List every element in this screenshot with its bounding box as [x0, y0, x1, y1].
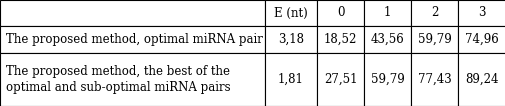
- Text: The proposed method, optimal miRNA pair: The proposed method, optimal miRNA pair: [6, 33, 263, 46]
- Text: 3: 3: [477, 6, 485, 20]
- Text: 18,52: 18,52: [323, 33, 357, 46]
- Text: 27,51: 27,51: [323, 73, 357, 86]
- Bar: [410, 26, 457, 53]
- Bar: [316, 0, 363, 26]
- Bar: [363, 0, 410, 26]
- Text: 1: 1: [383, 6, 390, 20]
- Bar: [0, 0, 265, 26]
- Text: 43,56: 43,56: [370, 33, 403, 46]
- Text: 1,81: 1,81: [278, 73, 304, 86]
- Bar: [363, 53, 410, 106]
- Bar: [457, 26, 505, 53]
- Text: 89,24: 89,24: [464, 73, 498, 86]
- Bar: [410, 0, 457, 26]
- Text: The proposed method, the best of the
optimal and sub-optimal miRNA pairs: The proposed method, the best of the opt…: [6, 65, 230, 94]
- Bar: [363, 26, 410, 53]
- Text: 2: 2: [430, 6, 437, 20]
- Text: 74,96: 74,96: [464, 33, 498, 46]
- Bar: [410, 53, 457, 106]
- Bar: [316, 53, 363, 106]
- Bar: [0, 26, 265, 53]
- Bar: [265, 26, 316, 53]
- Bar: [316, 26, 363, 53]
- Text: 3,18: 3,18: [277, 33, 304, 46]
- Text: 0: 0: [336, 6, 343, 20]
- Bar: [265, 0, 316, 26]
- Bar: [457, 0, 505, 26]
- Text: 59,79: 59,79: [417, 33, 450, 46]
- Text: 59,79: 59,79: [370, 73, 403, 86]
- Bar: [265, 53, 316, 106]
- Bar: [457, 53, 505, 106]
- Bar: [0, 53, 265, 106]
- Text: 77,43: 77,43: [417, 73, 450, 86]
- Text: E (nt): E (nt): [274, 6, 307, 20]
